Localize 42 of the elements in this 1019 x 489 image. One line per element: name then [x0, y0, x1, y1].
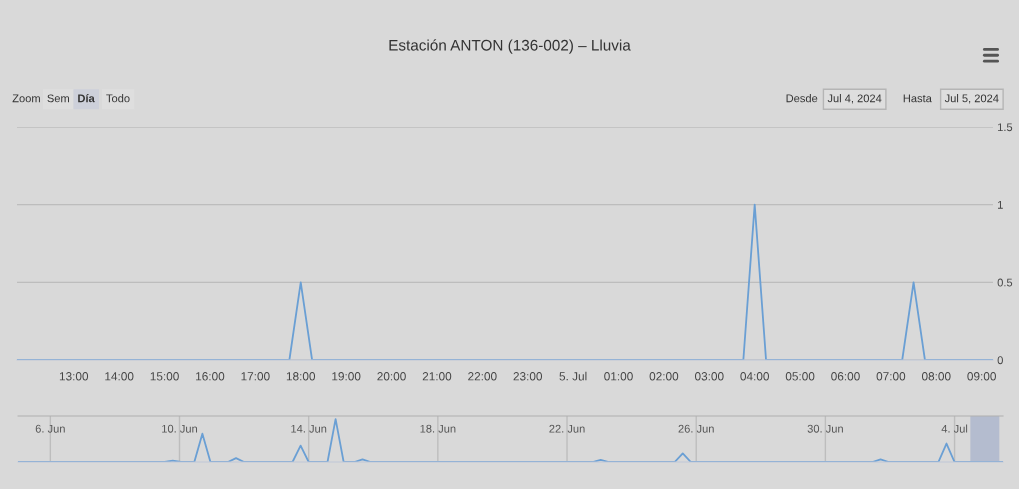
x-tick-label: 30. Jun [807, 424, 843, 433]
x-tick-label: 18:00 [286, 372, 316, 381]
x-tick-label: 22:00 [468, 372, 497, 381]
x-tick-label: 5. Jul [559, 371, 587, 381]
x-tick-label: 14:00 [105, 372, 134, 381]
x-tick-label: 23:00 [513, 372, 543, 381]
text: Día [78, 93, 95, 103]
x-tick-label: 14. Jun [291, 424, 327, 433]
x-tick-label: 16:00 [196, 372, 225, 381]
x-tick-label: 08:00 [921, 372, 951, 381]
x-tick-label: 10. Jun [162, 424, 198, 433]
x-tick-label: 17:00 [241, 372, 270, 381]
x-tick-label: 07:00 [876, 372, 906, 381]
x-tick-label: 01:00 [604, 372, 633, 381]
chart-title: Estación ANTON (136-002) – Lluvia [389, 39, 631, 54]
x-tick-label: 05:00 [785, 372, 815, 381]
text: Jul 4, 2024 [827, 94, 882, 104]
x-tick-label: 04:00 [740, 372, 769, 381]
x-tick-label: 03:00 [694, 372, 724, 381]
x-tick-label: 22. Jun [549, 424, 585, 433]
x-tick-label: 20:00 [377, 372, 406, 381]
text: Sem [47, 94, 69, 103]
y-tick-label: 0.5 [997, 278, 1013, 287]
x-tick-label: 09:00 [967, 372, 996, 381]
text: Zoom [12, 94, 40, 103]
x-tick-label: 18. Jun [420, 424, 456, 433]
x-tick-label: 26. Jun [678, 424, 714, 433]
x-tick-label: 15:00 [150, 372, 179, 381]
x-tick-label: 19:00 [332, 372, 361, 381]
x-tick-label: 21:00 [422, 372, 452, 381]
x-tick-label: 02:00 [649, 372, 679, 381]
x-tick-label: 4. Jul [941, 424, 968, 433]
y-tick-label: 1 [998, 201, 1003, 209]
x-tick-label: 6. Jun [35, 424, 65, 433]
y-tick-label: 0 [997, 356, 1003, 365]
text: Desde [786, 94, 818, 103]
y-tick-label: 1.5 [998, 123, 1013, 132]
x-tick-label: 13:00 [59, 372, 89, 381]
x-tick-label: 06:00 [831, 372, 860, 381]
text: Hasta [903, 94, 932, 103]
text: Todo [106, 94, 130, 103]
text: Jul 5, 2024 [944, 94, 999, 104]
